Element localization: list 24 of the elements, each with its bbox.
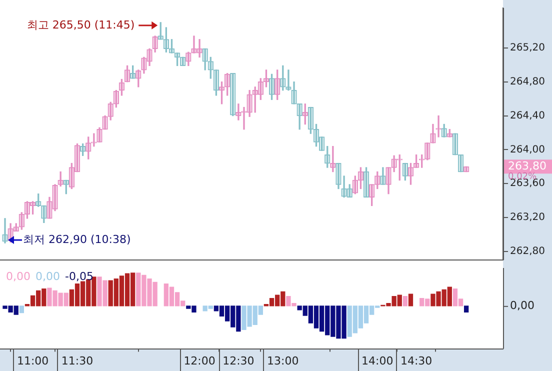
x-tick-label: 12:00 bbox=[184, 354, 216, 368]
bar bbox=[464, 306, 469, 313]
y-tick-label: 264,00 bbox=[510, 144, 545, 156]
y-tick-label: 263,20 bbox=[510, 212, 545, 224]
bar bbox=[408, 294, 414, 306]
bar bbox=[19, 306, 24, 314]
bar bbox=[402, 296, 408, 306]
y-tick-label: 264,80 bbox=[510, 76, 545, 88]
annotation: 0,00 bbox=[35, 270, 60, 283]
x-tick-label: 13:00 bbox=[267, 354, 299, 368]
text: 263,80 bbox=[508, 160, 546, 173]
x-tick-label: 11:30 bbox=[61, 354, 94, 368]
annotation: 최고 265,50 (11:45) bbox=[26, 18, 135, 32]
y-tick-label: 264,40 bbox=[510, 110, 545, 122]
y-tick-label: 262,80 bbox=[510, 246, 545, 258]
x-tick-label: 11:00 bbox=[16, 354, 49, 368]
annotation: 최저 262,90 (10:38) bbox=[23, 232, 131, 246]
annotation: 0,00 bbox=[6, 270, 30, 283]
annotation: -0,05 bbox=[64, 270, 94, 283]
y-tick-label: 265,20 bbox=[510, 42, 545, 54]
x-tick-label: 12:30 bbox=[222, 354, 254, 368]
x-tick-label: 14:30 bbox=[400, 354, 432, 368]
text: 0,00 bbox=[510, 298, 534, 312]
x-tick-label: 14:00 bbox=[362, 354, 394, 368]
